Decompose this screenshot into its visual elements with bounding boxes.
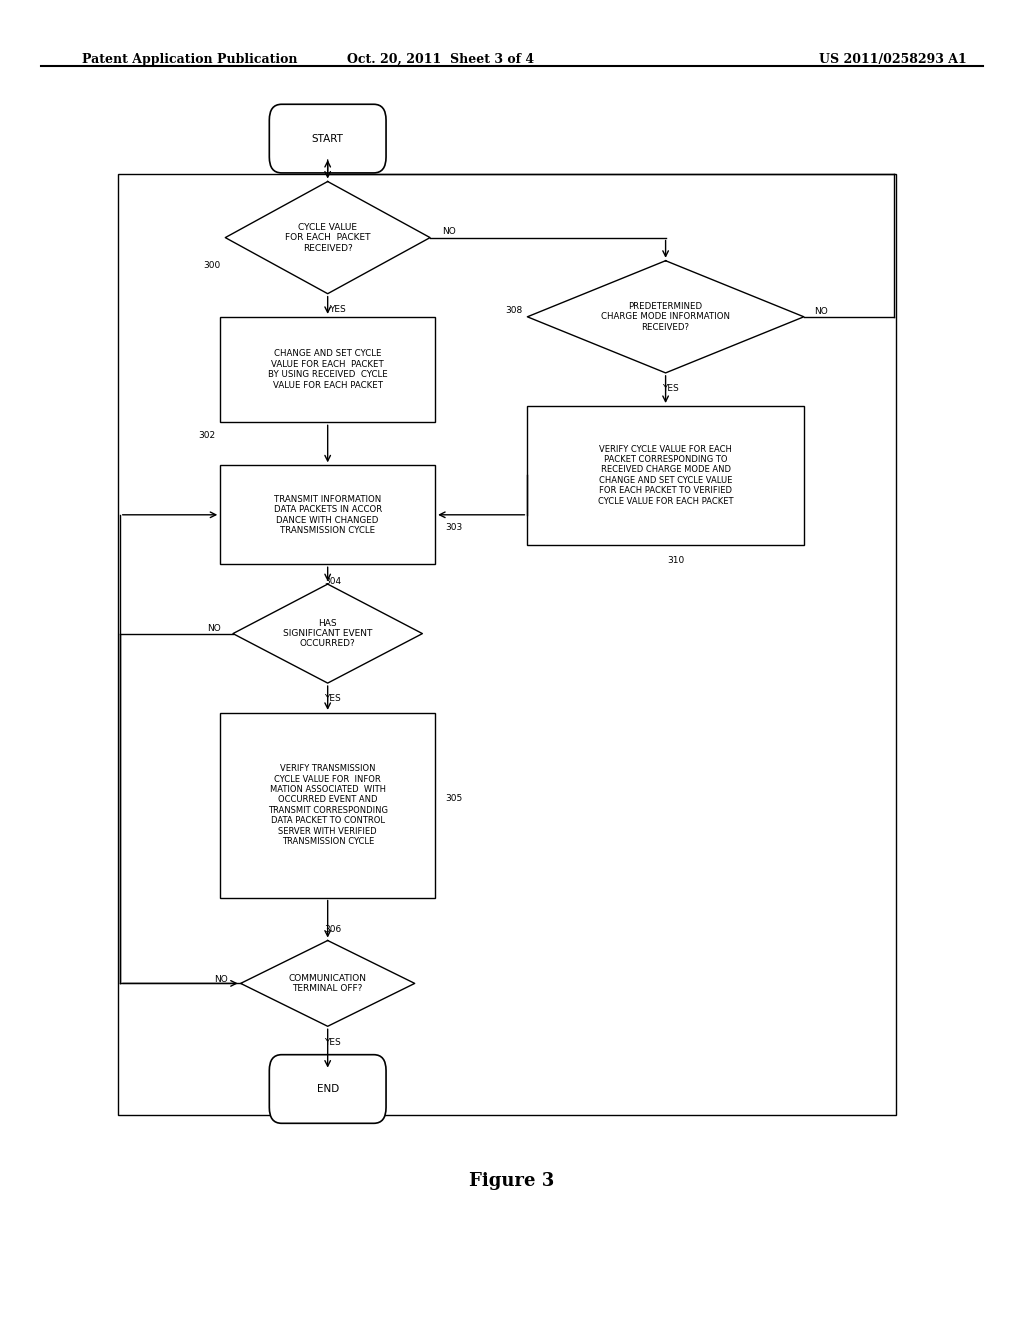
Text: NO: NO — [442, 227, 456, 235]
Text: 302: 302 — [198, 432, 215, 440]
Text: 304: 304 — [325, 577, 341, 586]
Text: CHANGE AND SET CYCLE
VALUE FOR EACH  PACKET
BY USING RECEIVED  CYCLE
VALUE FOR E: CHANGE AND SET CYCLE VALUE FOR EACH PACK… — [268, 350, 387, 389]
Text: COMMUNICATION
TERMINAL OFF?: COMMUNICATION TERMINAL OFF? — [289, 974, 367, 993]
Bar — [220, 465, 435, 565]
FancyBboxPatch shape — [269, 104, 386, 173]
Text: END: END — [316, 1084, 339, 1094]
Text: START: START — [311, 133, 344, 144]
Text: NO: NO — [814, 308, 827, 315]
Bar — [220, 713, 435, 898]
Text: 305: 305 — [445, 795, 463, 803]
Text: YES: YES — [325, 1038, 341, 1047]
Text: Oct. 20, 2011  Sheet 3 of 4: Oct. 20, 2011 Sheet 3 of 4 — [347, 53, 534, 66]
Text: YES: YES — [325, 694, 341, 704]
Text: US 2011/0258293 A1: US 2011/0258293 A1 — [819, 53, 967, 66]
Text: Patent Application Publication: Patent Application Publication — [82, 53, 297, 66]
Polygon shape — [527, 261, 804, 372]
Text: CYCLE VALUE
FOR EACH  PACKET
RECEIVED?: CYCLE VALUE FOR EACH PACKET RECEIVED? — [285, 223, 371, 252]
Text: TRANSMIT INFORMATION
DATA PACKETS IN ACCOR
DANCE WITH CHANGED
TRANSMISSION CYCLE: TRANSMIT INFORMATION DATA PACKETS IN ACC… — [273, 495, 382, 535]
Bar — [118, 174, 896, 1115]
Text: PREDETERMINED
CHARGE MODE INFORMATION
RECEIVED?: PREDETERMINED CHARGE MODE INFORMATION RE… — [601, 302, 730, 331]
Text: HAS
SIGNIFICANT EVENT
OCCURRED?: HAS SIGNIFICANT EVENT OCCURRED? — [283, 619, 373, 648]
Text: NO: NO — [207, 624, 221, 632]
Text: 303: 303 — [445, 524, 463, 532]
Text: VERIFY TRANSMISSION
CYCLE VALUE FOR  INFOR
MATION ASSOCIATED  WITH
OCCURRED EVEN: VERIFY TRANSMISSION CYCLE VALUE FOR INFO… — [267, 764, 388, 846]
Text: Figure 3: Figure 3 — [469, 1172, 555, 1191]
Text: 306: 306 — [325, 925, 341, 935]
Polygon shape — [225, 181, 430, 294]
Text: 310: 310 — [668, 556, 684, 565]
Polygon shape — [233, 583, 422, 682]
Bar — [220, 317, 435, 422]
Polygon shape — [241, 940, 415, 1027]
Text: VERIFY CYCLE VALUE FOR EACH
PACKET CORRESPONDING TO
RECEIVED CHARGE MODE AND
CHA: VERIFY CYCLE VALUE FOR EACH PACKET CORRE… — [598, 445, 733, 506]
Bar — [527, 407, 804, 544]
FancyBboxPatch shape — [269, 1055, 386, 1123]
Text: 300: 300 — [203, 261, 220, 271]
Text: 308: 308 — [505, 306, 522, 314]
Text: YES: YES — [330, 305, 346, 314]
Text: YES: YES — [663, 384, 679, 393]
Text: NO: NO — [215, 975, 228, 983]
